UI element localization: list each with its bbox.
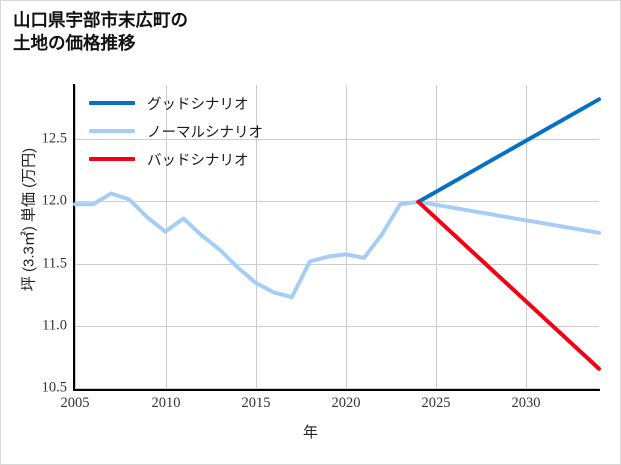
x-tick-4: 2025 bbox=[421, 395, 451, 411]
x-tick-1: 2010 bbox=[151, 395, 181, 411]
page-title: 山口県宇部市末広町の 土地の価格推移 bbox=[13, 10, 188, 54]
legend-label-good: グッドシナリオ bbox=[147, 96, 249, 113]
gridline-y-11.0 bbox=[75, 326, 599, 327]
legend-label-normal: ノーマルシナリオ bbox=[147, 124, 263, 141]
gridline-y-10.5 bbox=[75, 388, 599, 389]
legend-item-normal[interactable]: ノーマルシナリオ bbox=[89, 122, 263, 141]
legend-item-good[interactable]: グッドシナリオ bbox=[89, 94, 263, 113]
legend-label-bad: バッドシナリオ bbox=[147, 152, 249, 169]
y-tick-3: 12.0 bbox=[41, 192, 67, 209]
y-tick-4: 12.5 bbox=[41, 130, 67, 147]
y-axis-ticks: 10.5 11.0 11.5 12.0 12.5 bbox=[1, 1, 67, 464]
x-tick-3: 2020 bbox=[331, 395, 361, 411]
gridline-y-12.5 bbox=[75, 139, 599, 140]
x-tick-0: 2005 bbox=[60, 395, 90, 411]
x-tick-5: 2030 bbox=[511, 395, 541, 411]
legend: グッドシナリオ ノーマルシナリオ バッドシナリオ bbox=[89, 94, 263, 169]
x-tick-2: 2015 bbox=[241, 395, 271, 411]
gridline-y-11.5 bbox=[75, 264, 599, 265]
legend-item-bad[interactable]: バッドシナリオ bbox=[89, 150, 263, 169]
gridline-x-2025 bbox=[436, 85, 437, 389]
legend-swatch-normal bbox=[89, 129, 135, 133]
x-axis-spine bbox=[73, 389, 600, 391]
gridline-x-2005 bbox=[75, 85, 76, 389]
y-tick-1: 11.0 bbox=[42, 317, 67, 334]
gridline-x-2020 bbox=[346, 85, 347, 389]
y-axis-label: 坪 (3.3㎡) 単価 (万円) bbox=[20, 147, 38, 292]
y-axis-spine bbox=[73, 84, 75, 390]
gridline-x-2030 bbox=[526, 85, 527, 389]
y-tick-0: 10.5 bbox=[41, 379, 67, 396]
x-axis-label: 年 bbox=[302, 424, 318, 441]
legend-swatch-bad bbox=[89, 157, 135, 161]
legend-swatch-good bbox=[89, 101, 135, 105]
gridline-y-12.0 bbox=[75, 201, 599, 202]
y-tick-2: 11.5 bbox=[42, 255, 67, 272]
